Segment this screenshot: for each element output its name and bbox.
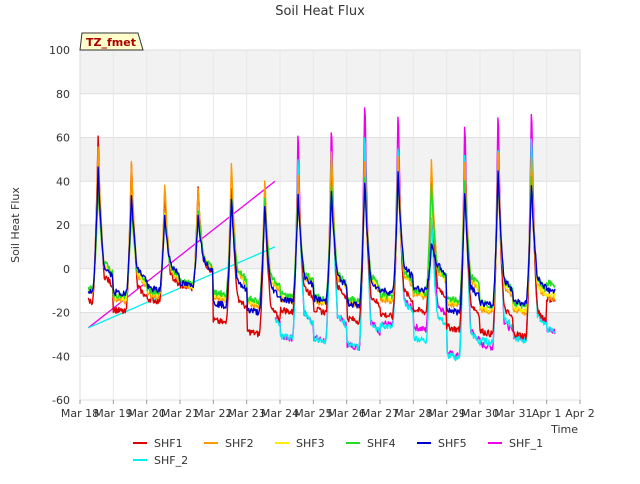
- legend-label-shf_1: SHF_1: [509, 437, 543, 450]
- legend-label-shf4: SHF4: [367, 437, 396, 450]
- x-tick-label: Mar 29: [428, 407, 466, 420]
- grid-bands: [80, 50, 580, 357]
- x-tick-label: Apr 2: [565, 407, 595, 420]
- y-tick-label: -60: [52, 394, 70, 407]
- y-tick-label: -20: [52, 307, 70, 320]
- annotation-text: TZ_fmet: [86, 36, 136, 49]
- annotation-box: TZ_fmet: [79, 32, 144, 51]
- legend-label-shf5: SHF5: [438, 437, 467, 450]
- x-tick-label: Mar 30: [461, 407, 499, 420]
- x-tick-label: Mar 19: [94, 407, 132, 420]
- series-line-shf5: [87, 166, 556, 316]
- x-tick-label: Mar 21: [161, 407, 199, 420]
- x-tick-label: Mar 23: [228, 407, 266, 420]
- x-tick-label: Apr 1: [532, 407, 562, 420]
- y-tick-label: 40: [56, 175, 70, 188]
- legend-label-shf1: SHF1: [154, 437, 183, 450]
- x-tick-label: Mar 25: [294, 407, 332, 420]
- y-tick-label: 20: [56, 219, 70, 232]
- y-tick-label: 60: [56, 132, 70, 145]
- grid-band: [80, 312, 580, 357]
- x-tick-label: Mar 18: [61, 407, 99, 420]
- series-connector-shf_1: [87, 180, 276, 329]
- legend-label-shf2: SHF2: [225, 437, 254, 450]
- x-tick-label: Mar 26: [328, 407, 366, 420]
- x-tick-label: Mar 20: [128, 407, 166, 420]
- legend-label-shf3: SHF3: [296, 437, 325, 450]
- x-axis-label: Time: [550, 423, 578, 436]
- y-axis-label: Soil Heat Flux: [9, 187, 22, 263]
- legend: SHF1 SHF2 SHF3 SHF4 SHF5 SHF_1 SHF_2: [133, 437, 543, 467]
- y-tick-label: 100: [49, 44, 70, 57]
- x-tick-label: Mar 28: [394, 407, 432, 420]
- y-axis-ticks: -60 -40 -20 0 20 40 60 80 100: [49, 44, 70, 407]
- annotation-shape: [79, 32, 144, 51]
- y-tick-label: 0: [63, 263, 70, 276]
- y-tick-label: -40: [52, 350, 70, 363]
- chart-title: Soil Heat Flux: [275, 4, 365, 19]
- series-line-shf_2: [274, 137, 556, 362]
- x-tick-label: Mar 22: [194, 407, 232, 420]
- x-tick-label: Mar 24: [261, 407, 299, 420]
- x-tick-label: Mar 31: [494, 407, 532, 420]
- plot-frame: [79, 49, 581, 401]
- series-lines: [87, 107, 556, 362]
- grid-band: [80, 50, 580, 94]
- x-tick-label: Mar 27: [361, 407, 399, 420]
- legend-label-shf_2: SHF_2: [154, 454, 188, 467]
- series-connector-shf_2: [88, 246, 276, 329]
- y-tick-label: 80: [56, 88, 70, 101]
